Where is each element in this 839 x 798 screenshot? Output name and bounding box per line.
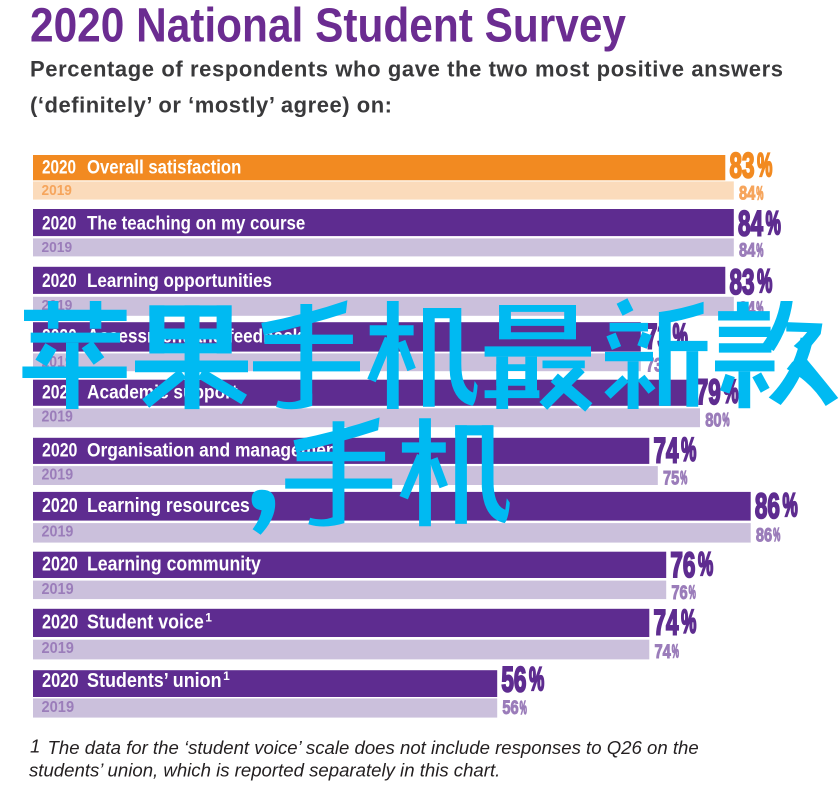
svg-text:The teaching on my course: The teaching on my course xyxy=(87,213,306,234)
svg-text:%: % xyxy=(756,298,763,319)
svg-text:students’ union, which is repo: students’ union, which is reported separ… xyxy=(29,759,500,780)
svg-text:84: 84 xyxy=(739,241,756,262)
svg-text:1 The data for the ‘student vo: 1 The data for the ‘student voice’ scale… xyxy=(30,735,699,758)
svg-text:2019: 2019 xyxy=(42,182,72,199)
svg-text:%: % xyxy=(756,182,763,203)
svg-text:Students’ union: Students’ union xyxy=(87,670,222,692)
svg-text:74: 74 xyxy=(654,603,679,642)
svg-text:56: 56 xyxy=(502,698,518,719)
svg-text:74: 74 xyxy=(655,642,672,663)
svg-text:84: 84 xyxy=(738,205,763,244)
svg-text:Organisation and management: Organisation and management xyxy=(87,440,343,462)
svg-text:%: % xyxy=(757,147,772,183)
svg-text:Learning opportunities: Learning opportunities xyxy=(87,271,272,292)
svg-text:%: % xyxy=(757,263,772,299)
svg-text:2020: 2020 xyxy=(42,495,78,517)
svg-text:%: % xyxy=(773,524,780,545)
svg-text:%: % xyxy=(766,205,781,241)
svg-text:(‘definitely’ or ‘mostly’ agre: (‘definitely’ or ‘mostly’ agree) on: xyxy=(30,93,392,118)
svg-text:Student voice: Student voice xyxy=(87,612,204,634)
svg-text:83: 83 xyxy=(730,263,755,302)
svg-text:%: % xyxy=(698,546,713,582)
svg-text:86: 86 xyxy=(755,487,780,526)
svg-text:%: % xyxy=(689,582,696,603)
svg-text:75: 75 xyxy=(663,468,680,489)
svg-text:%: % xyxy=(681,432,696,468)
svg-text:%: % xyxy=(783,487,798,523)
svg-text:2019: 2019 xyxy=(42,239,73,256)
svg-text:%: % xyxy=(672,641,679,662)
svg-text:76: 76 xyxy=(671,583,687,604)
svg-text:2019: 2019 xyxy=(42,467,74,484)
svg-text:86: 86 xyxy=(756,525,772,546)
svg-text:2019: 2019 xyxy=(42,698,75,716)
svg-text:2020: 2020 xyxy=(42,213,76,234)
svg-text:2020: 2020 xyxy=(42,612,78,634)
svg-text:83: 83 xyxy=(730,147,755,186)
svg-text:1: 1 xyxy=(205,611,212,625)
svg-text:2019: 2019 xyxy=(42,640,74,657)
svg-text:2020: 2020 xyxy=(42,440,77,462)
svg-text:Overall satisfaction: Overall satisfaction xyxy=(87,158,241,179)
svg-text:Learning community: Learning community xyxy=(87,554,262,576)
svg-text:%: % xyxy=(680,467,687,488)
svg-text:2020 National Student Survey: 2020 National Student Survey xyxy=(30,0,626,53)
svg-text:Learning resources: Learning resources xyxy=(87,495,250,517)
svg-text:74: 74 xyxy=(654,431,679,470)
svg-text:2019: 2019 xyxy=(42,409,74,426)
svg-text:2020: 2020 xyxy=(42,158,76,179)
svg-text:%: % xyxy=(520,697,527,718)
svg-text:1: 1 xyxy=(223,669,230,683)
svg-text:Percentage of respondents who: Percentage of respondents who gave the t… xyxy=(30,57,783,82)
svg-text:2019: 2019 xyxy=(42,524,74,541)
svg-text:2020: 2020 xyxy=(42,554,78,576)
svg-text:80: 80 xyxy=(705,411,721,432)
svg-text:2020: 2020 xyxy=(42,670,79,692)
svg-text:%: % xyxy=(529,661,544,697)
svg-text:79: 79 xyxy=(696,373,721,412)
svg-text:%: % xyxy=(681,604,696,640)
svg-text:%: % xyxy=(722,409,729,430)
svg-text:56: 56 xyxy=(501,661,526,700)
svg-text:2019: 2019 xyxy=(42,581,74,598)
svg-text:76: 76 xyxy=(670,546,695,585)
svg-text:84: 84 xyxy=(739,184,756,205)
svg-text:2020: 2020 xyxy=(42,271,77,292)
svg-text:%: % xyxy=(756,239,763,260)
